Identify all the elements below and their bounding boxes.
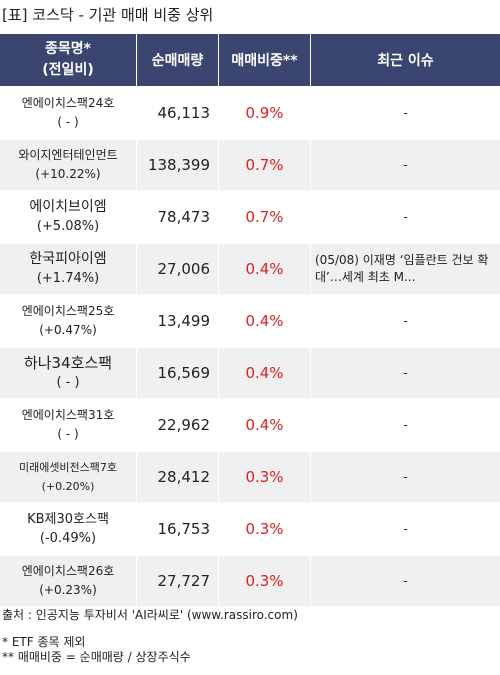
stock-name-cell: KB제30호스팩 (-0.49%) xyxy=(0,502,136,554)
stock-change: ( - ) xyxy=(57,115,79,129)
stock-name: 하나34호스팩 xyxy=(23,354,113,372)
table-row: 엔에이치스팩25호 (+0.47%) 13,499 0.4% - xyxy=(0,294,500,346)
table-row: 한국피아이엠 (+1.74%) 27,006 0.4% (05/08) 이재명 … xyxy=(0,242,500,294)
stock-change: (+1.74%) xyxy=(36,271,100,286)
stock-change: (+10.22%) xyxy=(35,167,101,181)
stock-name-cell: 엔에이치스팩24호 ( - ) xyxy=(0,86,136,138)
footnotes: * ETF 종목 제외 ** 매매비중 = 순매매량 / 상장주식수 xyxy=(2,635,191,665)
net-volume: 27,006 xyxy=(136,242,218,294)
header-name-label: 종목명* xyxy=(45,41,91,57)
recent-issue: - xyxy=(310,86,500,138)
net-volume: 46,113 xyxy=(136,86,218,138)
stock-change: (+5.08%) xyxy=(36,219,100,234)
stock-name-cell: 엔에이치스팩31호 ( - ) xyxy=(0,398,136,450)
net-volume: 13,499 xyxy=(136,294,218,346)
trade-ratio: 0.3% xyxy=(218,450,310,502)
trade-ratio: 0.9% xyxy=(218,86,310,138)
trade-ratio: 0.7% xyxy=(218,138,310,190)
stock-name: 에이치브이엠 xyxy=(29,199,107,215)
stock-name-cell: 한국피아이엠 (+1.74%) xyxy=(0,242,136,294)
net-volume: 78,473 xyxy=(136,190,218,242)
table-row: KB제30호스팩 (-0.49%) 16,753 0.3% - xyxy=(0,502,500,554)
trade-ratio: 0.7% xyxy=(218,190,310,242)
table-row: 하나34호스팩 ( - ) 16,569 0.4% - xyxy=(0,346,500,398)
net-volume: 16,753 xyxy=(136,502,218,554)
header-change-label: (전일비) xyxy=(42,62,94,78)
stock-name: 엔에이치스팩25호 xyxy=(21,304,115,318)
recent-issue: - xyxy=(310,398,500,450)
stock-change: ( - ) xyxy=(57,427,79,441)
table-row: 엔에이치스팩24호 ( - ) 46,113 0.9% - xyxy=(0,86,500,138)
net-volume: 22,962 xyxy=(136,398,218,450)
table-header-row: 종목명* (전일비) 순매매량 매매비중** 최근 이슈 xyxy=(0,34,500,86)
trade-ratio: 0.4% xyxy=(218,294,310,346)
net-volume: 27,727 xyxy=(136,554,218,606)
recent-issue: - xyxy=(310,346,500,398)
table-row: 엔에이치스팩31호 ( - ) 22,962 0.4% - xyxy=(0,398,500,450)
net-volume: 16,569 xyxy=(136,346,218,398)
header-trade-ratio: 매매비중** xyxy=(218,34,310,86)
table-row: 에이치브이엠 (+5.08%) 78,473 0.7% - xyxy=(0,190,500,242)
stock-name: 미래에셋비전스팩7호 xyxy=(18,461,118,474)
stock-name-cell: 와이지엔터테인먼트 (+10.22%) xyxy=(0,138,136,190)
trade-ratio: 0.3% xyxy=(218,554,310,606)
stock-name-cell: 미래에셋비전스팩7호 (+0.20%) xyxy=(0,450,136,502)
page-title: [표] 코스닥 - 기관 매매 비중 상위 xyxy=(2,6,214,24)
source-credit: 출처 : 인공지능 투자비서 'AI라씨로' (www.rassiro.com) xyxy=(2,608,298,622)
institution-trading-table: 종목명* (전일비) 순매매량 매매비중** 최근 이슈 엔에이치스팩24호 (… xyxy=(0,34,500,606)
recent-issue: - xyxy=(310,138,500,190)
header-recent-issue: 최근 이슈 xyxy=(310,34,500,86)
footnote-etf: * ETF 종목 제외 xyxy=(2,635,86,649)
stock-change: (-0.49%) xyxy=(39,531,97,546)
table-row: 엔에이치스팩26호 (+0.23%) 27,727 0.3% - xyxy=(0,554,500,606)
table-row: 미래에셋비전스팩7호 (+0.20%) 28,412 0.3% - xyxy=(0,450,500,502)
trade-ratio: 0.4% xyxy=(218,346,310,398)
header-net-volume: 순매매량 xyxy=(136,34,218,86)
header-stock-name: 종목명* (전일비) xyxy=(0,34,136,86)
stock-name: 엔에이치스팩26호 xyxy=(21,564,115,578)
footnote-ratio: ** 매매비중 = 순매매량 / 상장주식수 xyxy=(2,650,191,664)
trade-ratio: 0.3% xyxy=(218,502,310,554)
net-volume: 138,399 xyxy=(136,138,218,190)
recent-issue: - xyxy=(310,554,500,606)
table-row: 와이지엔터테인먼트 (+10.22%) 138,399 0.7% - xyxy=(0,138,500,190)
stock-name: 한국피아이엠 xyxy=(29,251,107,267)
stock-name-cell: 엔에이치스팩26호 (+0.23%) xyxy=(0,554,136,606)
stock-name: 엔에이치스팩24호 xyxy=(21,96,115,110)
stock-name-cell: 엔에이치스팩25호 (+0.47%) xyxy=(0,294,136,346)
stock-change: (+0.23%) xyxy=(39,583,97,597)
net-volume: 28,412 xyxy=(136,450,218,502)
stock-name: 엔에이치스팩31호 xyxy=(21,408,115,422)
trade-ratio: 0.4% xyxy=(218,398,310,450)
stock-name: KB제30호스팩 xyxy=(27,512,109,527)
stock-name: 와이지엔터테인먼트 xyxy=(18,148,118,162)
recent-issue: - xyxy=(310,450,500,502)
stock-change: (+0.20%) xyxy=(41,480,95,493)
recent-issue: - xyxy=(310,190,500,242)
stock-name-cell: 에이치브이엠 (+5.08%) xyxy=(0,190,136,242)
recent-issue: - xyxy=(310,294,500,346)
recent-issue-link[interactable]: (05/08) 이재명 ‘임플란트 건보 확대’…세계 최초 M... xyxy=(310,242,500,294)
trade-ratio: 0.4% xyxy=(218,242,310,294)
stock-change: ( - ) xyxy=(56,375,80,390)
stock-change: (+0.47%) xyxy=(39,323,97,337)
recent-issue: - xyxy=(310,502,500,554)
stock-name-cell: 하나34호스팩 ( - ) xyxy=(0,346,136,398)
